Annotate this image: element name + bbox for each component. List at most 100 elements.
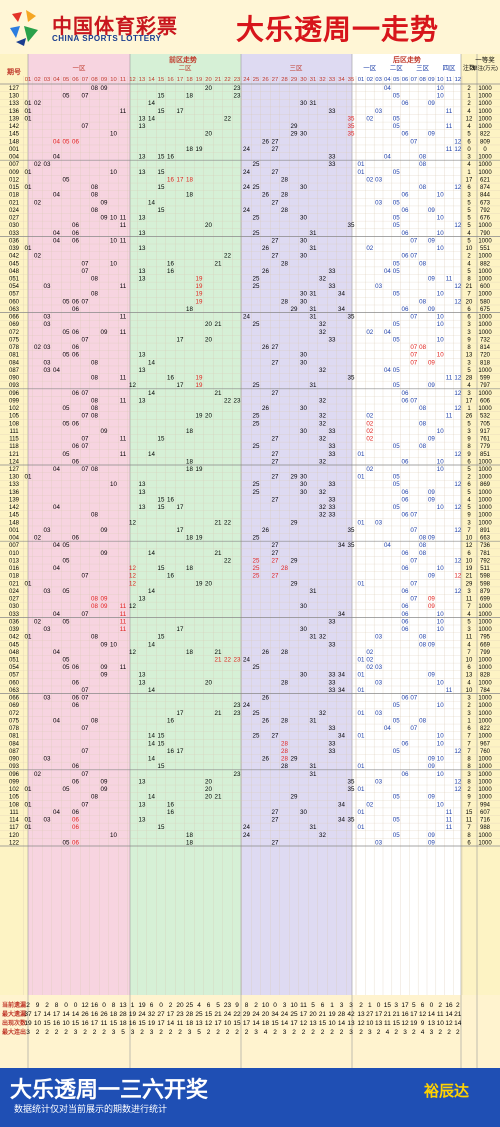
front-number: 03	[44, 359, 51, 366]
back-number: 11	[446, 276, 453, 283]
front-number: 21	[215, 794, 222, 801]
stats-label: 最大连出	[2, 1028, 26, 1036]
issue-cell: 118	[9, 444, 19, 450]
front-number: 16	[167, 176, 174, 183]
front-number: 11	[120, 283, 127, 290]
prize-cell: 716	[480, 818, 491, 824]
back-number: 09	[428, 672, 435, 679]
count-cell: 4	[467, 261, 471, 267]
stats-back-value: 3	[368, 1029, 372, 1036]
front-number: 06	[72, 839, 79, 846]
front-number: 13	[139, 596, 146, 603]
front-number: 35	[348, 222, 355, 229]
issue-cell: 066	[9, 315, 20, 321]
front-number-header: 15	[158, 77, 164, 83]
front-number-header: 26	[262, 77, 268, 83]
back-number: 03	[375, 519, 382, 526]
front-number: 25	[253, 710, 260, 717]
back-number: 06	[402, 230, 409, 237]
front-number-header: 16	[167, 77, 173, 83]
issue-cell: 024	[9, 208, 20, 214]
front-number: 06	[72, 138, 79, 145]
front-number: 06	[72, 352, 79, 359]
front-number: 33	[329, 512, 336, 519]
table-row: 093 12 17 19 25 31 05 09 4 797	[9, 382, 491, 389]
front-number: 06	[72, 237, 79, 244]
table-row: 033 04 06 13 25 31 06 10 4 790	[9, 230, 491, 237]
back-number: 06	[402, 550, 409, 557]
front-number-header: 05	[63, 77, 69, 83]
back-number: 08	[419, 420, 426, 427]
front-number: 30	[300, 428, 307, 435]
front-number: 34	[338, 733, 345, 740]
back-number: 09	[428, 641, 435, 648]
front-number: 31	[310, 634, 317, 641]
front-number: 03	[44, 344, 51, 351]
front-number: 20	[205, 85, 212, 92]
front-number: 07	[82, 725, 89, 732]
issue-cell: 130	[9, 475, 20, 481]
prize-cell: 1000	[478, 406, 492, 412]
stats-front-value: 3	[283, 1029, 287, 1036]
front-number: 33	[329, 679, 336, 686]
front-number: 06	[72, 329, 79, 336]
stats-front-value: 5	[121, 1029, 125, 1036]
front-number: 09	[101, 672, 108, 679]
issue-cell: 105	[9, 795, 20, 801]
issue-cell: 108	[9, 421, 20, 427]
front-number: 31	[310, 382, 317, 389]
front-number: 03	[44, 314, 51, 321]
back-number: 11	[446, 687, 453, 694]
stats-front-value: 0	[74, 1002, 78, 1009]
front-number: 04	[53, 649, 60, 656]
front-number: 30	[300, 291, 307, 298]
front-number: 16	[167, 154, 174, 161]
back-number: 06	[402, 306, 409, 313]
stats-front-value: 19	[138, 1002, 146, 1009]
prize-cell: 1000	[478, 277, 492, 283]
stats-back-value: 4	[421, 1029, 425, 1036]
prize-cell: 1000	[478, 170, 492, 176]
front-number: 33	[329, 496, 336, 503]
stats-front-value: 17	[91, 1020, 99, 1027]
table-row: 122 05 06 18 27 03 09 6 1000	[9, 839, 492, 846]
stats-front-value: 5	[216, 1002, 220, 1009]
stats-back-value: 17	[401, 1002, 409, 1009]
back-number: 04	[384, 542, 391, 549]
front-number: 23	[234, 93, 241, 100]
front-number: 07	[82, 573, 89, 580]
count-cell: 4	[467, 497, 471, 503]
prize-cell: 917	[480, 429, 491, 435]
front-number: 06	[72, 535, 79, 542]
stats-front-value: 21	[319, 1011, 327, 1018]
table-row: 115 07 11 15 27 32 02 09 9 761	[9, 436, 490, 443]
stats-front-value: 3	[74, 1029, 78, 1036]
front-number: 17	[177, 748, 184, 755]
stats-front-value: 3	[150, 1029, 154, 1036]
stats-back-value: 2	[412, 1029, 416, 1036]
front-number: 01	[25, 108, 32, 115]
front-number: 27	[272, 458, 279, 465]
prize-cell: 1000	[478, 467, 492, 473]
stats-band	[0, 995, 500, 1068]
prize-cell: 669	[480, 642, 491, 648]
table-row: 133 01 02 14 30 31 06 09 2 1000	[9, 100, 492, 107]
front-number: 19	[196, 466, 203, 473]
stats-front-value: 17	[290, 1020, 298, 1027]
back-number: 12	[454, 451, 461, 458]
back-number: 07	[410, 138, 417, 145]
back-number: 09	[428, 207, 435, 214]
issue-cell: 142	[9, 505, 20, 511]
back-number: 07	[410, 344, 417, 351]
front-number: 16	[167, 573, 174, 580]
stats-back-value: 0	[430, 1002, 434, 1009]
issue-cell: 024	[9, 589, 20, 595]
front-number: 06	[72, 344, 79, 351]
back-number: 07	[410, 352, 417, 359]
front-number: 32	[319, 710, 326, 717]
front-number: 05	[63, 557, 70, 564]
front-number: 04	[53, 230, 60, 237]
count-cell: 6	[467, 840, 471, 846]
front-number: 14	[148, 115, 155, 122]
front-number: 05	[63, 588, 70, 595]
